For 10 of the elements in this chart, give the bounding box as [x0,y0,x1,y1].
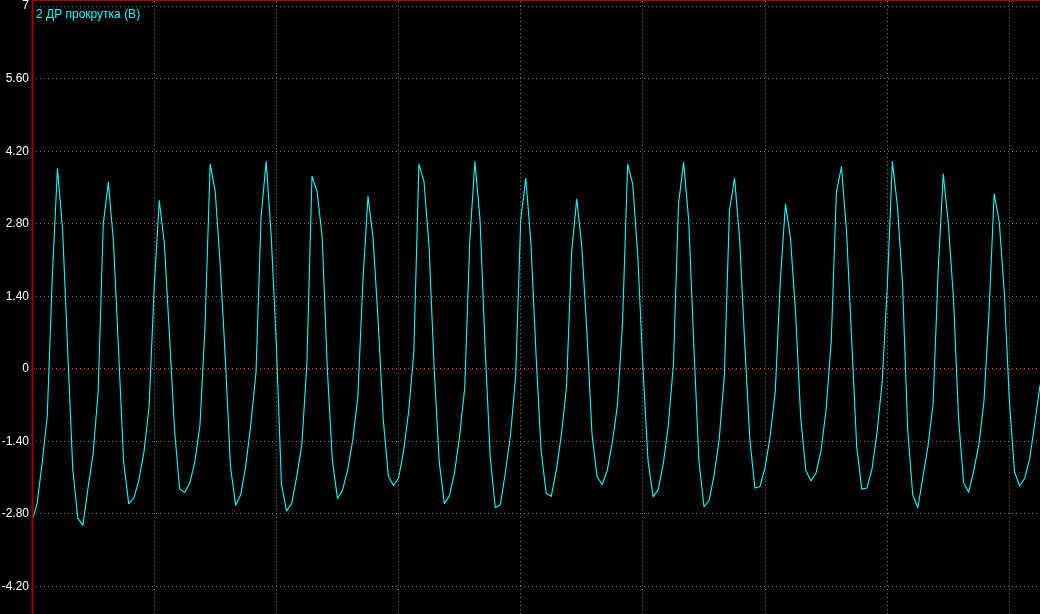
y-tick-label: 5.60 [5,71,30,86]
y-tick-label: 0 [22,361,30,376]
y-tick-label: 7 [22,0,30,13]
y-tick-label: 2.80 [5,216,30,231]
text: 2 ДР прокрутка (В) [36,7,141,22]
y-tick-label: -4.20 [1,578,30,593]
y-tick-label: 4.20 [5,143,30,158]
y-tick-label: -1.40 [1,433,30,448]
y-tick-label: 1.40 [5,288,30,303]
y-tick-label: -2.80 [1,506,30,521]
